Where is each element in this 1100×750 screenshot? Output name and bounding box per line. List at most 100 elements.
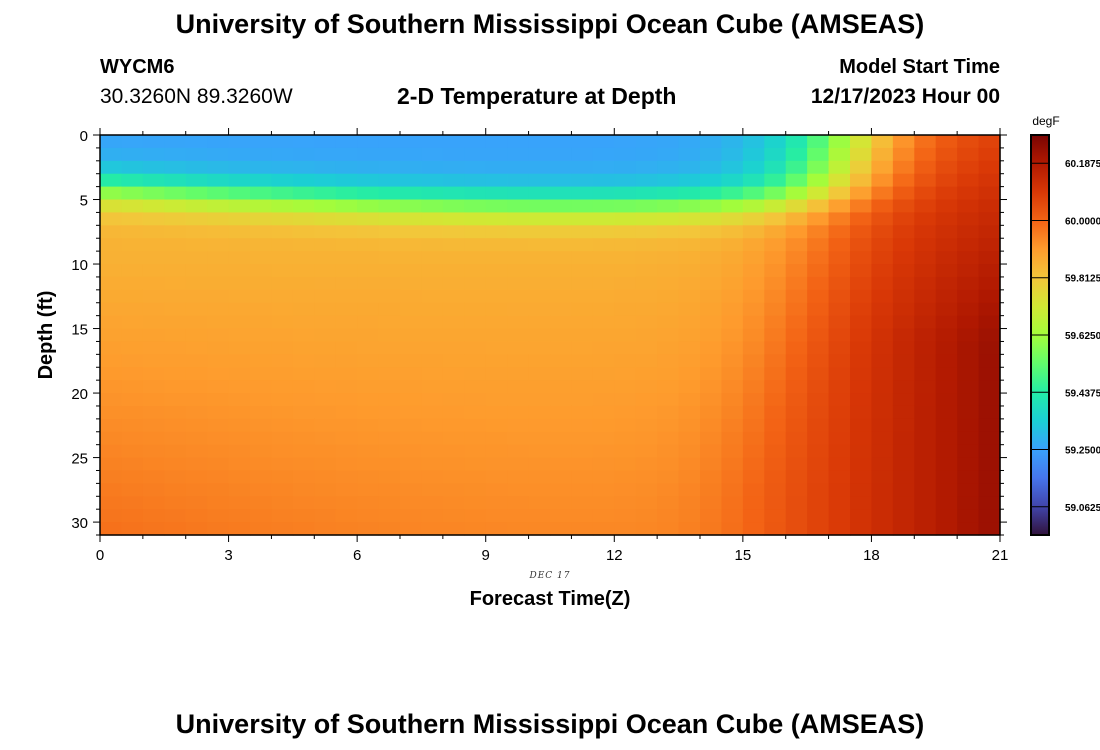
heatmap-cell	[271, 302, 294, 317]
heatmap-cell	[657, 354, 680, 368]
heatmap-cell	[957, 483, 980, 497]
heatmap-cell	[185, 238, 208, 252]
heatmap-cell	[550, 302, 573, 317]
heatmap-cell	[185, 354, 208, 368]
heatmap-cell	[957, 289, 980, 304]
heatmap-cell	[485, 457, 508, 472]
heatmap-cell	[142, 380, 165, 394]
heatmap-cell	[400, 238, 423, 252]
heatmap-cell	[635, 135, 658, 149]
heatmap-cell	[614, 199, 637, 214]
heatmap-cell	[442, 264, 465, 278]
heatmap-cell	[207, 405, 230, 420]
heatmap-cell	[228, 470, 251, 484]
heatmap-cell	[378, 289, 401, 304]
heatmap-cell	[271, 509, 294, 523]
heatmap-cell	[271, 418, 294, 433]
heatmap-cell	[678, 147, 701, 162]
heatmap-cell	[678, 470, 701, 484]
heatmap-cell	[442, 160, 465, 175]
heatmap-cell	[314, 509, 337, 523]
heatmap-cell	[700, 328, 723, 343]
heatmap-cell	[764, 457, 787, 472]
heatmap-cell	[185, 225, 208, 239]
heatmap-cell	[164, 393, 187, 407]
heatmap-cell	[721, 135, 744, 149]
heatmap-cell	[142, 276, 165, 291]
heatmap-cell	[185, 302, 208, 317]
heatmap-cell	[250, 522, 273, 536]
heatmap-cell	[678, 509, 701, 523]
heatmap-cell	[142, 135, 165, 149]
heatmap-cell	[935, 496, 958, 510]
heatmap-cell	[571, 328, 594, 343]
heatmap-cell	[400, 483, 423, 497]
heatmap-cell	[721, 522, 744, 536]
heatmap-cell	[550, 264, 573, 278]
heatmap-cell	[421, 276, 444, 291]
heatmap-cell	[335, 160, 358, 175]
heatmap-cell	[592, 393, 615, 407]
heatmap-cell	[207, 276, 230, 291]
heatmap-cell	[100, 212, 123, 226]
heatmap-cell	[657, 444, 680, 459]
heatmap-cell	[142, 509, 165, 523]
heatmap-cell	[228, 457, 251, 472]
heatmap-cell	[935, 328, 958, 343]
heatmap-cell	[442, 470, 465, 484]
heatmap-cell	[164, 380, 187, 394]
heatmap-cell	[271, 135, 294, 149]
heatmap-cell	[828, 341, 851, 355]
heatmap-cell	[957, 186, 980, 201]
heatmap-cell	[764, 160, 787, 175]
heatmap-cell	[700, 431, 723, 446]
heatmap-cell	[892, 173, 915, 188]
heatmap-cell	[100, 199, 123, 214]
heatmap-cell	[892, 225, 915, 239]
heatmap-cell	[871, 199, 894, 214]
heatmap-cell	[935, 470, 958, 484]
heatmap-cell	[592, 135, 615, 149]
heatmap-cell	[507, 496, 530, 510]
heatmap-cell	[142, 496, 165, 510]
heatmap-cell	[421, 173, 444, 188]
heatmap-cell	[314, 173, 337, 188]
heatmap-cell	[314, 405, 337, 420]
heatmap-cell	[957, 354, 980, 368]
heatmap-cell	[335, 147, 358, 162]
heatmap-cell	[421, 160, 444, 175]
heatmap-cell	[528, 341, 551, 355]
y-tick-label: 0	[80, 128, 88, 145]
heatmap-cell	[742, 264, 765, 278]
heatmap-cell	[914, 135, 937, 149]
heatmap-cell	[507, 367, 530, 381]
heatmap-cell	[335, 238, 358, 252]
plot-frame	[99, 134, 1001, 536]
heatmap-cell	[164, 212, 187, 226]
heatmap-cell	[271, 405, 294, 420]
heatmap-cell	[850, 483, 873, 497]
heatmap-cell	[721, 341, 744, 355]
heatmap-cell	[400, 225, 423, 239]
heatmap-cell	[207, 264, 230, 278]
heatmap-cell	[678, 251, 701, 265]
heatmap-cell	[764, 225, 787, 239]
heatmap-cell	[164, 251, 187, 265]
heatmap-cell	[185, 212, 208, 226]
heatmap-cell	[957, 276, 980, 291]
heatmap-cell	[121, 341, 144, 355]
heatmap-cell	[914, 276, 937, 291]
heatmap-cell	[828, 199, 851, 214]
heatmap-cell	[678, 160, 701, 175]
heatmap-cell	[871, 483, 894, 497]
heatmap-cell	[785, 405, 808, 420]
heatmap-cell	[464, 496, 487, 510]
heatmap-cell	[142, 483, 165, 497]
heatmap-cell	[700, 186, 723, 201]
heatmap-cell	[314, 418, 337, 433]
heatmap-cell	[785, 393, 808, 407]
heatmap-cell	[507, 147, 530, 162]
heatmap-cell	[914, 315, 937, 330]
heatmap-cell	[785, 225, 808, 239]
heatmap-cell	[807, 328, 830, 343]
